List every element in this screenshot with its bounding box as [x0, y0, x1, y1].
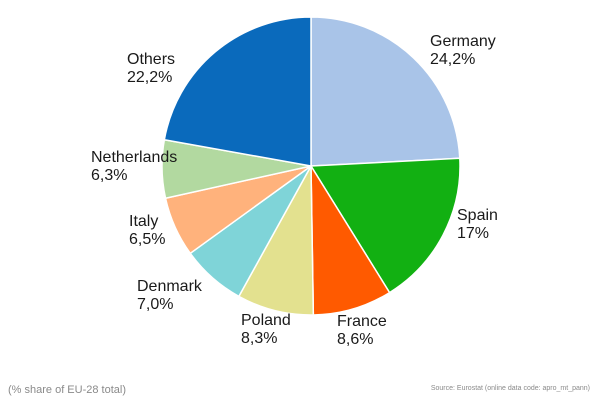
slice-label-spain: Spain 17%	[457, 207, 498, 242]
value-label-poland: 8,3%	[241, 330, 277, 347]
value-label-germany: 24,2%	[430, 51, 475, 68]
pie-slice-spain	[309, 157, 461, 294]
value-label-italy: 6,5%	[129, 231, 165, 248]
slice-label-germany: Germany 24,2%	[430, 33, 496, 68]
category-label-netherlands: Netherlands	[91, 149, 177, 166]
slice-label-france: France 8,6%	[337, 313, 387, 348]
value-label-denmark: 7,0%	[137, 296, 173, 313]
pie-slice-others	[163, 16, 312, 167]
category-label-others: Others	[127, 51, 175, 68]
value-label-spain: 17%	[457, 225, 489, 242]
category-label-germany: Germany	[430, 33, 496, 50]
source-note: Source: Eurostat (online data code: apro…	[430, 385, 590, 392]
value-label-others: 22,2%	[127, 69, 172, 86]
category-label-italy: Italy	[129, 213, 158, 230]
category-label-spain: Spain	[457, 207, 498, 224]
category-label-france: France	[337, 313, 387, 330]
slice-label-denmark: Denmark 7,0%	[137, 278, 203, 313]
slice-label-others: Others 22,2%	[127, 51, 175, 86]
pie-slice-germany	[310, 16, 461, 167]
category-label-poland: Poland	[241, 312, 291, 329]
slice-label-italy: Italy 6,5%	[129, 213, 165, 248]
slice-label-netherlands: Netherlands 6,3%	[91, 149, 177, 184]
slice-label-poland: Poland 8,3%	[241, 312, 291, 347]
unit-note: (% share of EU-28 total)	[8, 384, 126, 396]
value-label-france: 8,6%	[337, 331, 373, 348]
category-label-denmark: Denmark	[137, 278, 203, 295]
value-label-netherlands: 6,3%	[91, 167, 127, 184]
